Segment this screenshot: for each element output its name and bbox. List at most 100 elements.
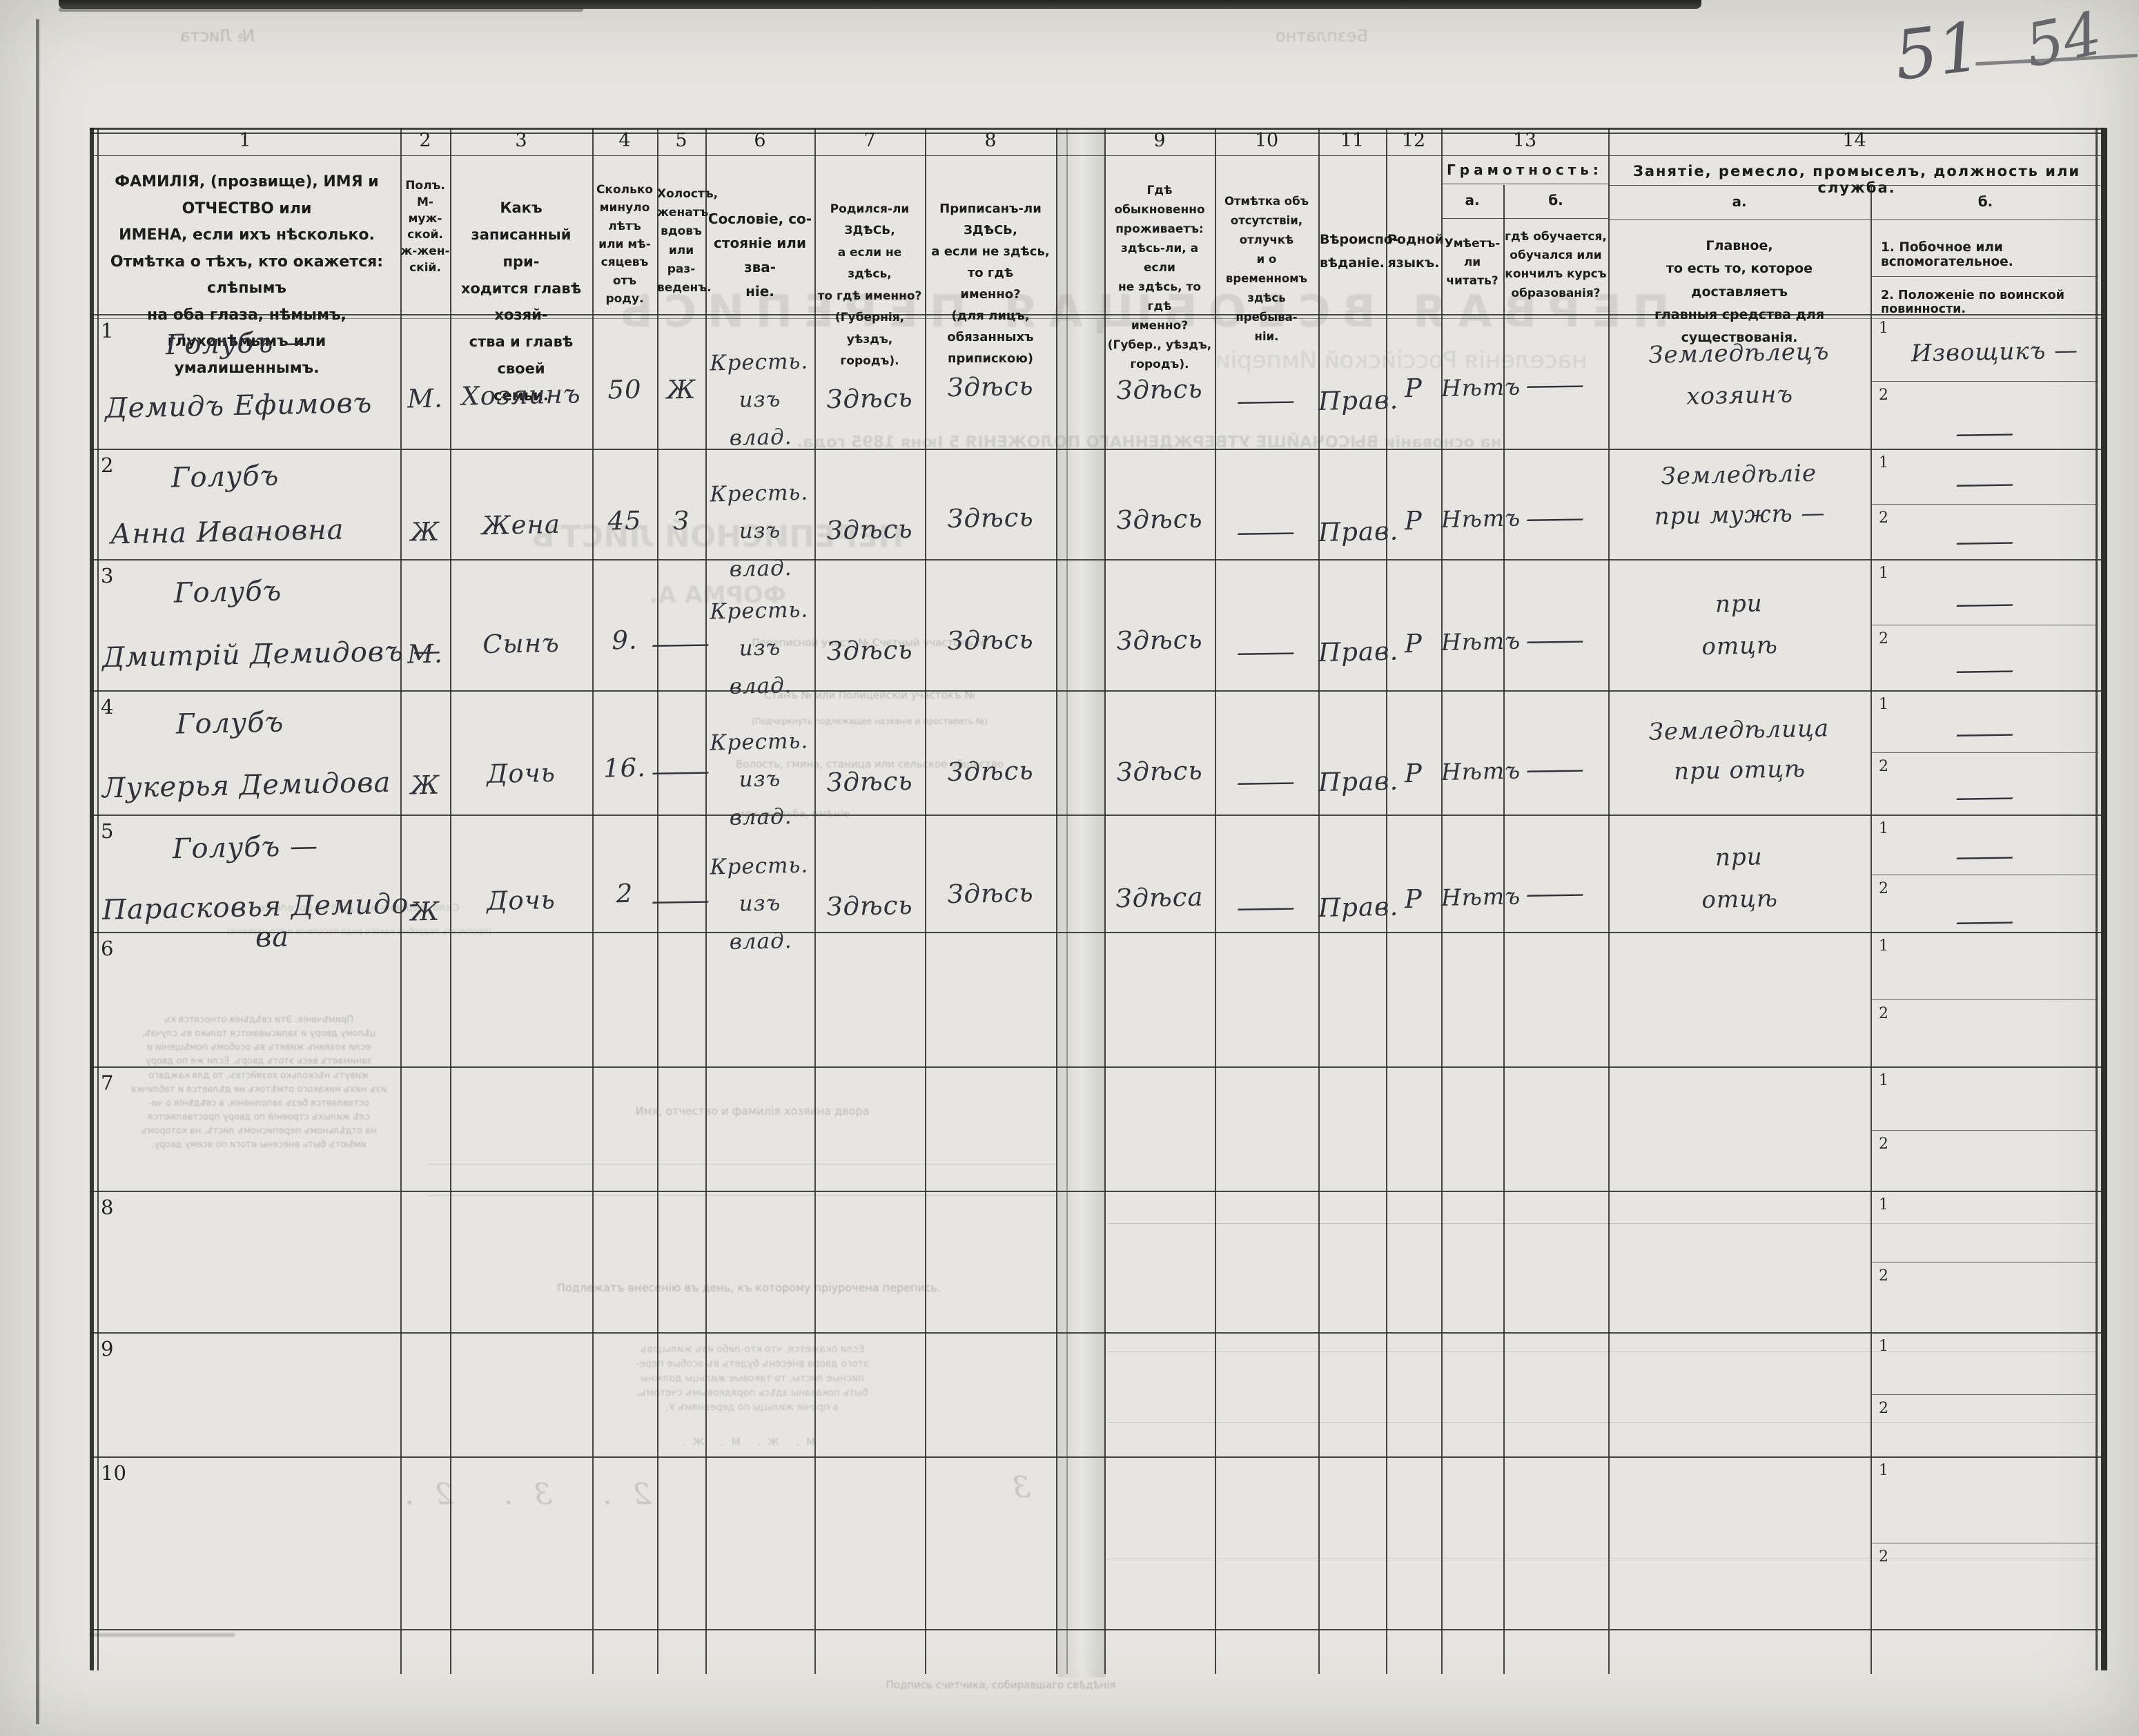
ghost-note2-block: Если окажется, что кто-либо изъ жильцовъ…	[636, 1344, 869, 1413]
ghost-uchastok-line: Переписной участ. № Счетный участокъ №	[752, 636, 988, 649]
header-literacy-b-text: гдѣ обучается, обучался или кончилъ курс…	[1505, 230, 1607, 300]
cell-surname: Голубъ	[173, 575, 282, 609]
sub-label-2: 2	[1879, 1400, 1888, 1417]
sub-label-2: 2	[1879, 880, 1888, 897]
sub-label-2: 2	[1879, 758, 1888, 775]
ghost-tally-extra: 3	[1012, 1470, 1031, 1504]
cell-side-occupation-1: Извощикъ —	[1911, 336, 2079, 368]
column-number: 13	[1512, 130, 1537, 151]
header-occupation-b2-text: 2. Положеніе по воинской повинности.	[1881, 289, 2064, 316]
row-number: 8	[101, 1196, 114, 1219]
cell-estate: Кресть. изъ влад.	[710, 852, 809, 955]
cell-born: Здѣсь	[826, 514, 913, 546]
cell-registered: Здѣсь	[947, 371, 1034, 403]
column-number: 7	[863, 130, 876, 151]
column-number: 11	[1340, 130, 1365, 151]
cell-born: Здѣсь	[826, 890, 913, 922]
sub-label-1: 1	[1879, 454, 1888, 471]
sub-label-2: 2	[1879, 509, 1888, 527]
header-sex-column: Полъ. М-муж- ской. ж-жен- скій.	[400, 179, 450, 275]
header-age-column: Сколько минуло лѣтъ или мѣ- сяцевъ отъ р…	[596, 183, 654, 306]
column-number: 14	[1842, 130, 1866, 151]
page-number-pencil: 51	[1890, 7, 1986, 97]
cell-side-occupation-1: —	[1953, 588, 2018, 619]
cell-marital: З	[672, 505, 690, 536]
cell-religion: Прав.	[1318, 384, 1399, 417]
cell-side-occupation-2: —	[1953, 654, 2018, 685]
cell-age: 45	[607, 505, 642, 536]
ghost-volost-line: Волость, гмина, станица или сельское общ…	[735, 758, 1004, 770]
sub-label-2: 2	[1879, 1267, 1888, 1285]
ghost-tally-numbers: 2. 3. 2.	[384, 1477, 652, 1511]
column-number: 10	[1254, 130, 1279, 151]
row-number: 10	[101, 1461, 126, 1485]
ghost-day-line: Подлежатъ внесенію въ день, къ которому …	[556, 1281, 941, 1294]
row-number: 7	[101, 1071, 114, 1095]
crossed-number-pencil: 54	[2020, 0, 2107, 81]
row-number: 2	[101, 453, 114, 477]
cell-born: Здѣсь	[826, 634, 913, 667]
cell-registered: Здѣсь	[947, 755, 1034, 788]
cell-age: 50	[607, 374, 642, 405]
sub-label-1: 1	[1879, 1072, 1888, 1089]
cell-side-occupation-1: —	[1953, 841, 2018, 872]
cell-relation: Дочь	[486, 884, 556, 917]
cell-relation: Хозяинъ	[460, 379, 581, 411]
header-occupation-title: Занятіе, ремесло, промыселъ, должность и…	[1632, 163, 2081, 196]
sub-label-1: 1	[1879, 1338, 1888, 1355]
cell-born: Здѣсь	[826, 765, 913, 798]
ghost-mj-row: М. Ж. М. Ж.	[676, 1436, 815, 1448]
ghost-note-block: Примѣчаніе. Эти свѣдѣнія относятся къ цѣ…	[130, 1015, 387, 1151]
sub-label-2: 2	[1879, 387, 1888, 404]
sub-label-2: 2	[1879, 1548, 1888, 1566]
header-name-column: ФАМИЛІЯ, (прозвище), ИМЯ и ОТЧЕСТВО или …	[110, 173, 384, 377]
ghost-sheet-no: № Листа	[179, 26, 255, 46]
cell-religion: Прав.	[1318, 891, 1399, 924]
ghost-vladenie-line: или усадьба, имѣніе	[738, 808, 850, 820]
row-number: 9	[101, 1337, 114, 1360]
header-religion-column: Вѣроиспо- вѣданіе.	[1320, 232, 1398, 271]
row-number: 3	[101, 564, 114, 587]
cell-estate: Кресть. изъ влад.	[710, 597, 809, 699]
column-number: 5	[675, 130, 687, 151]
cell-side-occupation-1: —	[1953, 718, 2018, 749]
header-occupation-a-label: а.	[1732, 193, 1747, 210]
cell-sex: М.	[407, 638, 444, 670]
ghost-counter-signature-label: Подпись счетчика, собиравшаго свѣдѣнія	[886, 1679, 1116, 1691]
column-number: 9	[1153, 130, 1166, 151]
cell-name: Лукерья Демидова	[101, 766, 391, 805]
sub-label-2: 2	[1879, 1135, 1888, 1153]
header-literacy-title: Грамотность:	[1447, 162, 1603, 178]
cell-estate: Кресть. изъ влад.	[710, 728, 809, 830]
cell-side-occupation-2: —	[1953, 781, 2018, 812]
cell-registered: Здѣсь	[947, 502, 1034, 534]
cell-surname: Голубъ	[175, 706, 284, 741]
header-estate-column: Сословіе, со- стояніе или зва- ніе.	[707, 211, 812, 300]
cell-side-occupation-2: —	[1953, 526, 2018, 557]
row-number: 6	[101, 937, 114, 960]
cell-relation: Жена	[481, 509, 561, 541]
column-number: 3	[515, 130, 527, 151]
header-literacy-a-label: а.	[1465, 192, 1480, 208]
cell-born: Здѣсь	[826, 382, 913, 415]
cell-sex: Ж	[410, 896, 440, 927]
cell-religion: Прав.	[1318, 636, 1399, 668]
sub-label-1: 1	[1879, 820, 1888, 837]
header-relation-column: Какъ записанный при- ходится главѣ хозяй…	[460, 199, 582, 404]
sub-label-2: 2	[1879, 630, 1888, 647]
header-marital-column: Холостъ, женатъ, вдовъ или раз- веденъ.	[657, 187, 719, 295]
cell-name: Анна Ивановна	[110, 514, 344, 551]
cell-religion: Прав.	[1318, 765, 1399, 798]
header-registered-column: Приписанъ-ли ЗДѢСЬ, а если не здѣсь, то …	[931, 202, 1050, 366]
cell-name-continued: ва	[255, 921, 290, 954]
column-number: 12	[1401, 130, 1426, 151]
cell-marital: Ж	[666, 374, 696, 405]
cell-sex: М.	[407, 383, 444, 414]
row-number: 4	[101, 695, 114, 719]
sub-label-2: 2	[1879, 1005, 1888, 1022]
sub-label-1: 1	[1879, 1196, 1888, 1213]
sub-label-1: 1	[1879, 937, 1888, 955]
cell-religion: Прав.	[1318, 516, 1399, 548]
cell-surname: Голубъ	[170, 460, 280, 494]
